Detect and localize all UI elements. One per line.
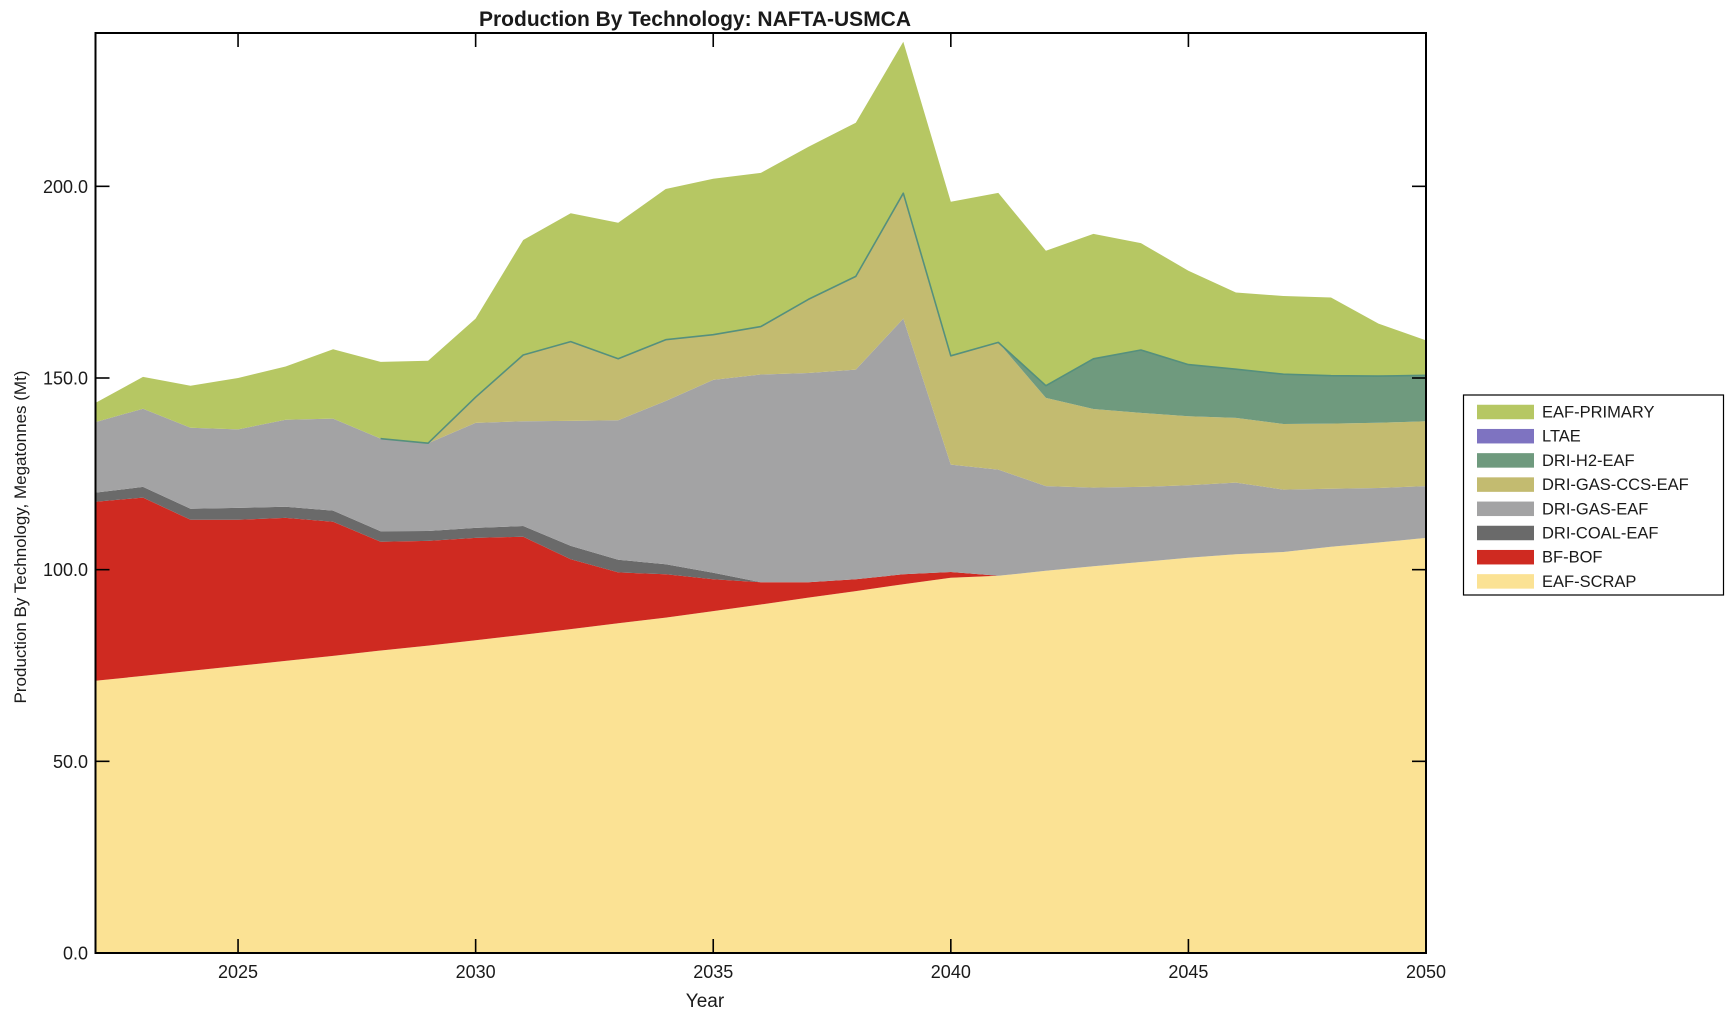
legend-entry: DRI-GAS-EAF: [1477, 500, 1648, 518]
legend-swatch-ltae: [1477, 428, 1534, 444]
edge-line-dri-h2-eaf: [380, 192, 1427, 445]
series-edge-lines: [380, 192, 1427, 445]
legend-swatch-dri-coal-eaf: [1477, 525, 1534, 541]
y-axis-label: Production By Technology, Megatonnes (Mt…: [11, 371, 30, 704]
x-tick-label: 2045: [1168, 962, 1208, 982]
area-bf-bof: [95, 497, 1426, 681]
plot-box: [94, 32, 1427, 954]
legend-label-dri-coal-eaf: DRI-COAL-EAF: [1542, 525, 1658, 543]
x-axis-label: Year: [686, 991, 725, 1012]
stacked-areas: [95, 41, 1426, 953]
area-dri-gas-ccs-eaf: [95, 193, 1426, 490]
legend-label-ltae: LTAE: [1542, 428, 1581, 446]
legend-swatch-dri-gas-eaf: [1477, 501, 1534, 517]
axes-frame: 2025 2030 2035 2040 2045 2050 0.0 50.0 100.0 150.…: [43, 32, 1446, 982]
x-tick-label: 2040: [931, 962, 971, 982]
y-tick-label: 200.0: [43, 177, 88, 197]
legend-swatch-eaf-scrap: [1477, 574, 1534, 589]
x-tick-label: 2025: [218, 962, 258, 982]
chart-title: Production By Technology: NAFTA-USMCA: [479, 8, 911, 31]
legend-swatch-bf-bof: [1477, 549, 1534, 565]
legend-entry: DRI-COAL-EAF: [1477, 525, 1658, 543]
legend-label-eaf-scrap: EAF-SCRAP: [1542, 573, 1636, 591]
legend-swatch-dri-gas-ccs-eaf: [1477, 477, 1534, 492]
legend-entry: BF-BOF: [1477, 549, 1603, 567]
legend-swatch-dri-h2-eaf: [1477, 453, 1534, 468]
legend-swatch-eaf-primary: [1477, 404, 1534, 420]
area-eaf-primary: [95, 41, 1426, 444]
legend-entry: DRI-GAS-CCS-EAF: [1477, 476, 1689, 494]
legend: EAF-PRIMARY LTAE DRI-H2-EAF DRI-GAS-CCS-EAF…: [1462, 394, 1725, 596]
y-tick-label: 50.0: [53, 752, 88, 772]
legend-entry: EAF-SCRAP: [1477, 573, 1636, 591]
legend-label-dri-gas-eaf: DRI-GAS-EAF: [1542, 500, 1648, 518]
x-tick-label: 2030: [456, 962, 496, 982]
area-dri-gas-eaf: [95, 318, 1426, 583]
legend-entry: LTAE: [1477, 428, 1581, 446]
area-dri-h2-eaf: [95, 193, 1426, 444]
y-tick-label: 150.0: [43, 369, 88, 389]
legend-label-eaf-primary: EAF-PRIMARY: [1542, 404, 1654, 422]
legend-label-bf-bof: BF-BOF: [1542, 549, 1603, 567]
y-tick-label: 0.0: [63, 944, 88, 964]
x-tick-label: 2050: [1406, 962, 1446, 982]
x-tick-label: 2035: [693, 962, 733, 982]
area-eaf-scrap: [95, 537, 1426, 953]
legend-entry: EAF-PRIMARY: [1477, 404, 1654, 422]
legend-entry: DRI-H2-EAF: [1477, 452, 1635, 470]
y-tick-label: 100.0: [43, 560, 88, 580]
legend-label-dri-gas-ccs-eaf: DRI-GAS-CCS-EAF: [1542, 476, 1689, 494]
legend-label-dri-h2-eaf: DRI-H2-EAF: [1542, 452, 1635, 470]
